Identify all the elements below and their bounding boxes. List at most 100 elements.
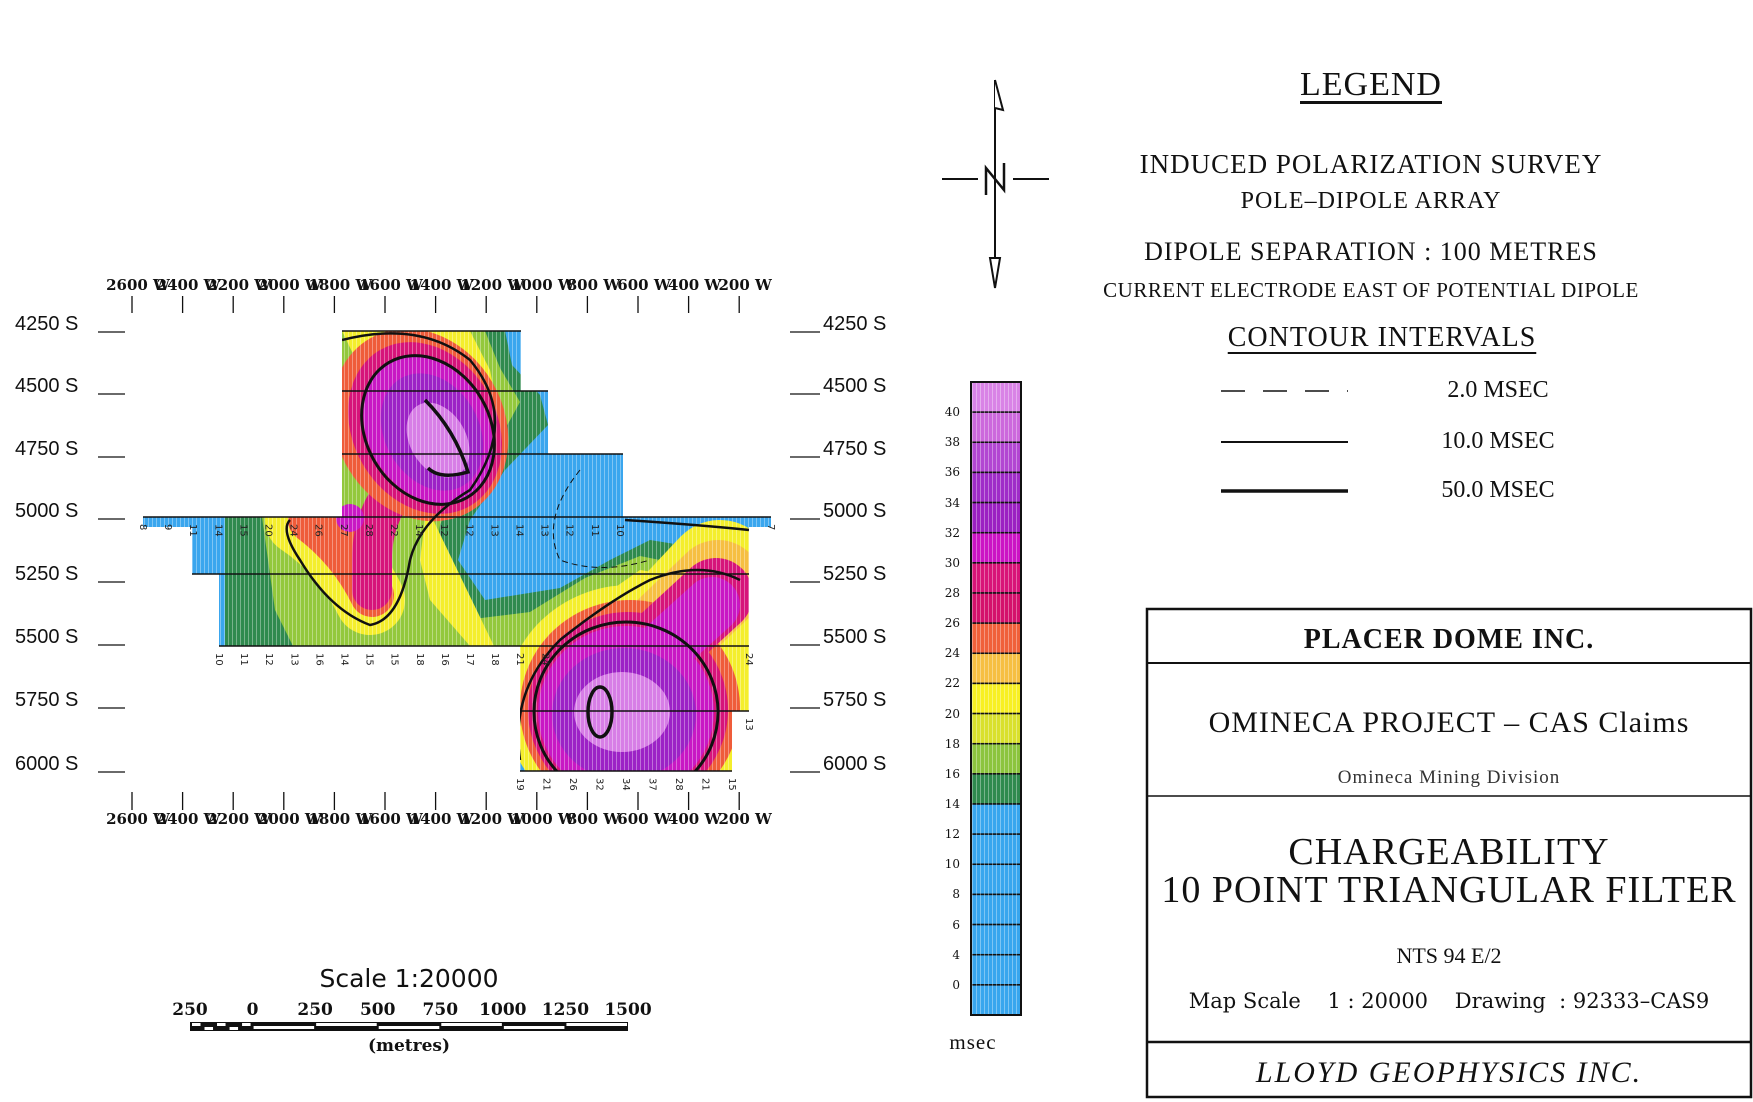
column-label-top: 200 W [718,276,772,294]
row-label-left: 4500 S [15,375,79,397]
column-label-top: 1600 W [359,276,423,294]
row-label-right: 5250 S [823,563,887,585]
colorbar-label: 10 [944,857,960,872]
column-label-top: 2200 W [207,276,272,294]
nts-sheet: NTS 94 E/2 [1396,943,1502,968]
legend-title: LEGEND [1300,66,1442,103]
station-value: 20 [263,524,274,537]
station-value: 21 [514,653,525,666]
station-value: 14 [339,653,350,666]
row-label-left: 5000 S [15,500,79,522]
scale-tick-label: 1250 [541,1000,590,1020]
contour-line [532,620,720,771]
station-value-end: 13 [743,718,754,731]
legend-electrode-note: CURRENT ELECTRODE EAST OF POTENTIAL DIPO… [1103,278,1639,302]
scale-segment [316,1023,377,1026]
station-value: 18 [489,653,500,666]
scale-units: (metres) [367,1036,451,1056]
scale-segment [253,1026,315,1029]
station-value: 24 [539,653,550,666]
station-value: 12 [438,524,449,537]
colorbar-label: 12 [944,827,960,842]
legend-dipole-separation: DIPOLE SEPARATION : 100 METRES [1144,237,1598,266]
station-value: 11 [238,653,249,666]
map-title-line2: 10 POINT TRIANGULAR FILTER [1161,869,1737,911]
colorbar-label: 30 [944,555,960,570]
row-label-left: 5250 S [15,563,79,585]
station-value: 22 [388,524,399,537]
station-value: 28 [673,778,684,791]
scale-tick-label: 0 [246,1000,259,1020]
column-label-top: 600 W [617,276,671,294]
column-ticks [131,296,740,810]
scale-segment [378,1026,440,1029]
row-label-right: 6000 S [823,753,887,775]
station-value: 13 [539,524,550,537]
contour-line [517,568,741,761]
scale-title: Scale 1:20000 [319,964,499,993]
drawing-label: Drawing [1454,989,1546,1013]
colorbar-label: 28 [944,586,960,600]
client-name: PLACER DOME INC. [1303,624,1595,655]
contour-legend-samples [1221,390,1348,493]
row-label-right: 4500 S [823,375,887,397]
station-value: 15 [364,653,375,666]
colorbar-label: 24 [944,646,960,661]
colorbar-unit: msec [949,1030,997,1054]
hatch-texture [143,331,771,771]
station-value: 12 [463,524,474,537]
colorbar [970,381,1022,1016]
station-value: 14 [212,524,223,537]
station-value: 9 [162,524,173,530]
station-value: 32 [594,778,605,791]
station-value: 28 [363,524,374,537]
colorbar-label: 14 [944,797,960,811]
scale-tick-label: 500 [359,1000,396,1020]
station-value: 8 [137,524,148,530]
column-label-bottom: 1000 W [510,810,575,828]
station-value-end: 7 [765,524,776,530]
column-label-top: 400 W [667,276,722,294]
scale-segment [441,1023,502,1026]
colorbar-label: 40 [944,405,960,420]
station-value: 11 [589,524,600,537]
column-label-top: 2600 W [106,276,170,294]
map-title-line1: CHARGEABILITY [1288,831,1610,873]
column-label-bottom: 2000 W [257,810,322,828]
row-label-left: 4250 S [15,313,79,335]
station-value: 26 [313,524,324,537]
contour-fill [143,331,771,771]
scale-bar [190,1022,628,1031]
station-value: 14 [413,524,424,537]
station-value: 27 [338,524,349,537]
scale-tick-label: 1500 [604,1000,652,1020]
scale-tick-label: 750 [422,1000,459,1020]
scale-subsegment [242,1023,251,1026]
column-label-top: 1000 W [510,276,575,294]
row-label-right: 5500 S [823,626,887,648]
station-value: 11 [187,524,198,537]
station-value: 15 [726,778,737,791]
contour-label-dashed: 2.0 MSEC [1447,377,1549,403]
scale-subsegment [229,1027,239,1030]
column-label-top: 1800 W [308,276,373,294]
column-label-bottom: 1200 W [460,810,525,828]
row-label-left: 6000 S [15,753,79,775]
contractor-name: LLOYD GEOPHYSICS INC. [1255,1056,1643,1089]
column-label-bottom: 400 W [667,810,722,828]
station-value: 10 [614,524,625,537]
north-arrow-icon [942,79,1049,289]
drawing-number: : 92333–CAS9 [1559,989,1710,1013]
colorbar-label: 4 [952,947,960,962]
column-label-bottom: 2600 W [106,810,170,828]
row-label-right: 5750 S [823,689,887,711]
scale-subsegment [204,1027,214,1030]
station-value: 12 [263,653,274,666]
mining-division: Omineca Mining Division [1337,767,1561,788]
survey-lines [143,330,771,772]
column-label-bottom: 1800 W [308,810,373,828]
scale-subsegment [217,1023,226,1026]
station-value: 37 [647,778,658,791]
project-name: OMINECA PROJECT – CAS Claims [1208,706,1690,739]
